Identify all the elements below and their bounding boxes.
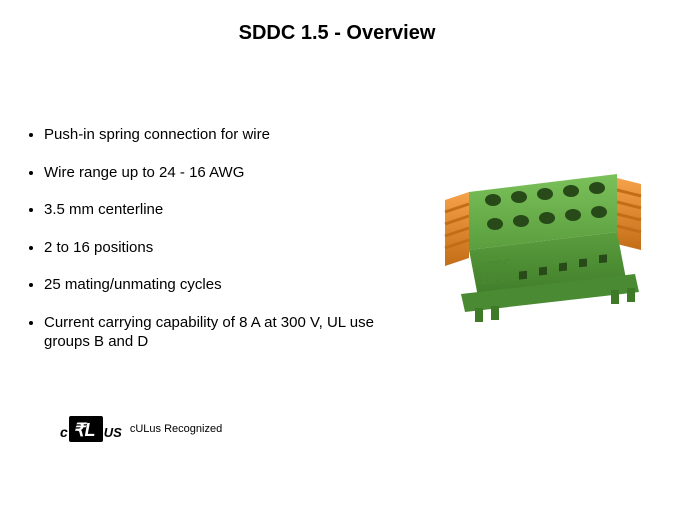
ul-logo-c: c (60, 424, 68, 440)
bullet-item: 25 mating/unmating cycles (44, 275, 404, 295)
bullet-item: Current carrying capability of 8 A at 30… (44, 313, 404, 352)
bullet-item: Wire range up to 24 - 16 AWG (44, 163, 404, 183)
ul-logo-mark: ₹L (69, 416, 103, 442)
content-row: Push-in spring connection for wire Wire … (0, 125, 674, 370)
slide-title: SDDC 1.5 - Overview (0, 0, 674, 45)
certification-row: c ₹L US cULus Recognized (60, 416, 222, 442)
svg-text:₹L: ₹L (73, 420, 95, 440)
product-image-col: SDDC 1.5-3.5 (424, 125, 664, 370)
bullet-item: 3.5 mm centerline (44, 200, 404, 220)
ul-logo-us: US (104, 425, 122, 440)
bullet-item: Push-in spring connection for wire (44, 125, 404, 145)
connector-illustration: SDDC 1.5-3.5 (439, 162, 649, 332)
bullet-list: Push-in spring connection for wire Wire … (24, 125, 424, 370)
ul-logo: c ₹L US (60, 416, 122, 442)
bullet-item: 2 to 16 positions (44, 238, 404, 258)
certification-text: cULus Recognized (130, 423, 222, 435)
